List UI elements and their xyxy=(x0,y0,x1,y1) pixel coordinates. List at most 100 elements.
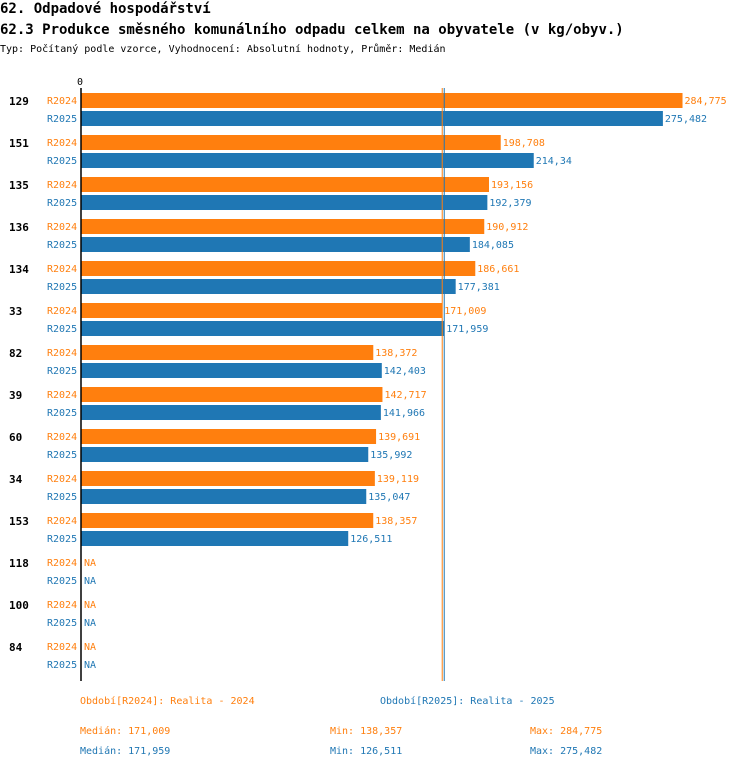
series-row-label: R2025 xyxy=(47,240,77,251)
data-label: 275,482 xyxy=(665,114,707,125)
series-row-label: R2025 xyxy=(47,492,77,503)
series-row-label: R2024 xyxy=(47,264,77,275)
data-label: 193,156 xyxy=(491,180,533,191)
category-label: 33 xyxy=(9,305,22,318)
bar-r2025 xyxy=(81,531,349,546)
bar-r2024 xyxy=(81,177,489,192)
bar-r2025 xyxy=(81,363,382,378)
category-label: 151 xyxy=(9,137,29,150)
series-row-label: R2024 xyxy=(47,600,77,611)
axis-zero-label: 0 xyxy=(77,77,83,88)
series-row-label: R2024 xyxy=(47,432,77,443)
legend-r2025-median: Medián: 171,959 xyxy=(80,746,171,757)
data-label: 190,912 xyxy=(486,222,528,233)
na-label: NA xyxy=(84,558,96,569)
bar-chart: 0 129 R2024 284,775 R2025 275,482 151 R2024 198,… xyxy=(9,77,727,681)
chart-subtitle: Typ: Počítaný podle vzorce, Vyhodnocení:… xyxy=(0,44,446,55)
legend-r2024-period: Období[R2024]: Realita - 2024 xyxy=(80,696,255,707)
na-label: NA xyxy=(84,600,96,611)
na-label: NA xyxy=(84,618,96,629)
data-label: 177,381 xyxy=(458,282,500,293)
series-row-label: R2025 xyxy=(47,114,77,125)
bar-r2024 xyxy=(81,303,443,318)
series-row-label: R2024 xyxy=(47,558,77,569)
category-label: 60 xyxy=(9,431,22,444)
bar-r2024 xyxy=(81,261,476,276)
data-label: 186,661 xyxy=(477,264,519,275)
series-row-label: R2025 xyxy=(47,198,77,209)
bar-r2024 xyxy=(81,471,375,486)
category-label: 135 xyxy=(9,179,29,192)
category-label: 134 xyxy=(9,263,29,276)
bar-r2025 xyxy=(81,447,369,462)
legend-r2024-min: Min: 138,357 xyxy=(330,726,403,737)
chart-title: 62.3 Produkce směsného komunálního odpad… xyxy=(0,22,624,38)
na-label: NA xyxy=(84,660,96,671)
legend-r2025-max: Max: 275,482 xyxy=(530,746,603,757)
data-label: 141,966 xyxy=(383,408,425,419)
data-label: 135,047 xyxy=(368,492,410,503)
bar-r2024 xyxy=(81,93,683,108)
bar-r2025 xyxy=(81,153,534,168)
series-row-label: R2024 xyxy=(47,96,77,107)
bar-r2025 xyxy=(81,405,381,420)
series-row-label: R2025 xyxy=(47,324,77,335)
legend-r2024-median: Medián: 171,009 xyxy=(80,726,171,737)
section-title: 62. Odpadové hospodářství xyxy=(0,1,211,17)
series-row-label: R2024 xyxy=(47,642,77,653)
data-label: 192,379 xyxy=(489,198,531,209)
legend-r2024-max: Max: 284,775 xyxy=(530,726,603,737)
bar-r2025 xyxy=(81,195,488,210)
category-label: 100 xyxy=(9,599,29,612)
series-row-label: R2024 xyxy=(47,306,77,317)
bar-r2025 xyxy=(81,489,367,504)
bar-r2025 xyxy=(81,321,445,336)
bar-r2025 xyxy=(81,237,470,252)
category-label: 82 xyxy=(9,347,22,360)
bar-r2024 xyxy=(81,345,374,360)
series-row-label: R2024 xyxy=(47,516,77,527)
bar-r2025 xyxy=(81,111,663,126)
data-label: 284,775 xyxy=(685,96,727,107)
series-row-label: R2024 xyxy=(47,222,77,233)
data-label: 171,009 xyxy=(444,306,486,317)
category-label: 129 xyxy=(9,95,29,108)
series-row-label: R2024 xyxy=(47,138,77,149)
legend-r2025-period: Období[R2025]: Realita - 2025 xyxy=(380,696,555,707)
na-label: NA xyxy=(84,642,96,653)
bar-r2025 xyxy=(81,279,456,294)
series-row-label: R2025 xyxy=(47,450,77,461)
series-row-label: R2024 xyxy=(47,474,77,485)
bar-r2024 xyxy=(81,219,485,234)
category-label: 34 xyxy=(9,473,23,486)
data-label: 138,372 xyxy=(375,348,417,359)
series-row-label: R2024 xyxy=(47,390,77,401)
data-label: 214,34 xyxy=(536,156,572,167)
data-label: 198,708 xyxy=(503,138,545,149)
category-label: 39 xyxy=(9,389,22,402)
series-row-label: R2025 xyxy=(47,576,77,587)
bar-r2024 xyxy=(81,513,374,528)
series-row-label: R2025 xyxy=(47,156,77,167)
bar-r2024 xyxy=(81,429,377,444)
data-label: 139,119 xyxy=(377,474,419,485)
series-row-label: R2024 xyxy=(47,180,77,191)
series-row-label: R2025 xyxy=(47,408,77,419)
data-label: 126,511 xyxy=(350,534,392,545)
na-label: NA xyxy=(84,576,96,587)
bar-r2024 xyxy=(81,135,501,150)
series-row-label: R2025 xyxy=(47,660,77,671)
category-label: 136 xyxy=(9,221,29,234)
data-label: 142,403 xyxy=(384,366,426,377)
legend-r2025-min: Min: 126,511 xyxy=(330,746,403,757)
category-label: 153 xyxy=(9,515,29,528)
data-label: 184,085 xyxy=(472,240,514,251)
series-row-label: R2025 xyxy=(47,366,77,377)
series-row-label: R2025 xyxy=(47,618,77,629)
series-row-label: R2025 xyxy=(47,534,77,545)
data-label: 139,691 xyxy=(378,432,420,443)
category-label: 118 xyxy=(9,557,29,570)
category-label: 84 xyxy=(9,641,23,654)
series-row-label: R2025 xyxy=(47,282,77,293)
data-label: 135,992 xyxy=(370,450,412,461)
